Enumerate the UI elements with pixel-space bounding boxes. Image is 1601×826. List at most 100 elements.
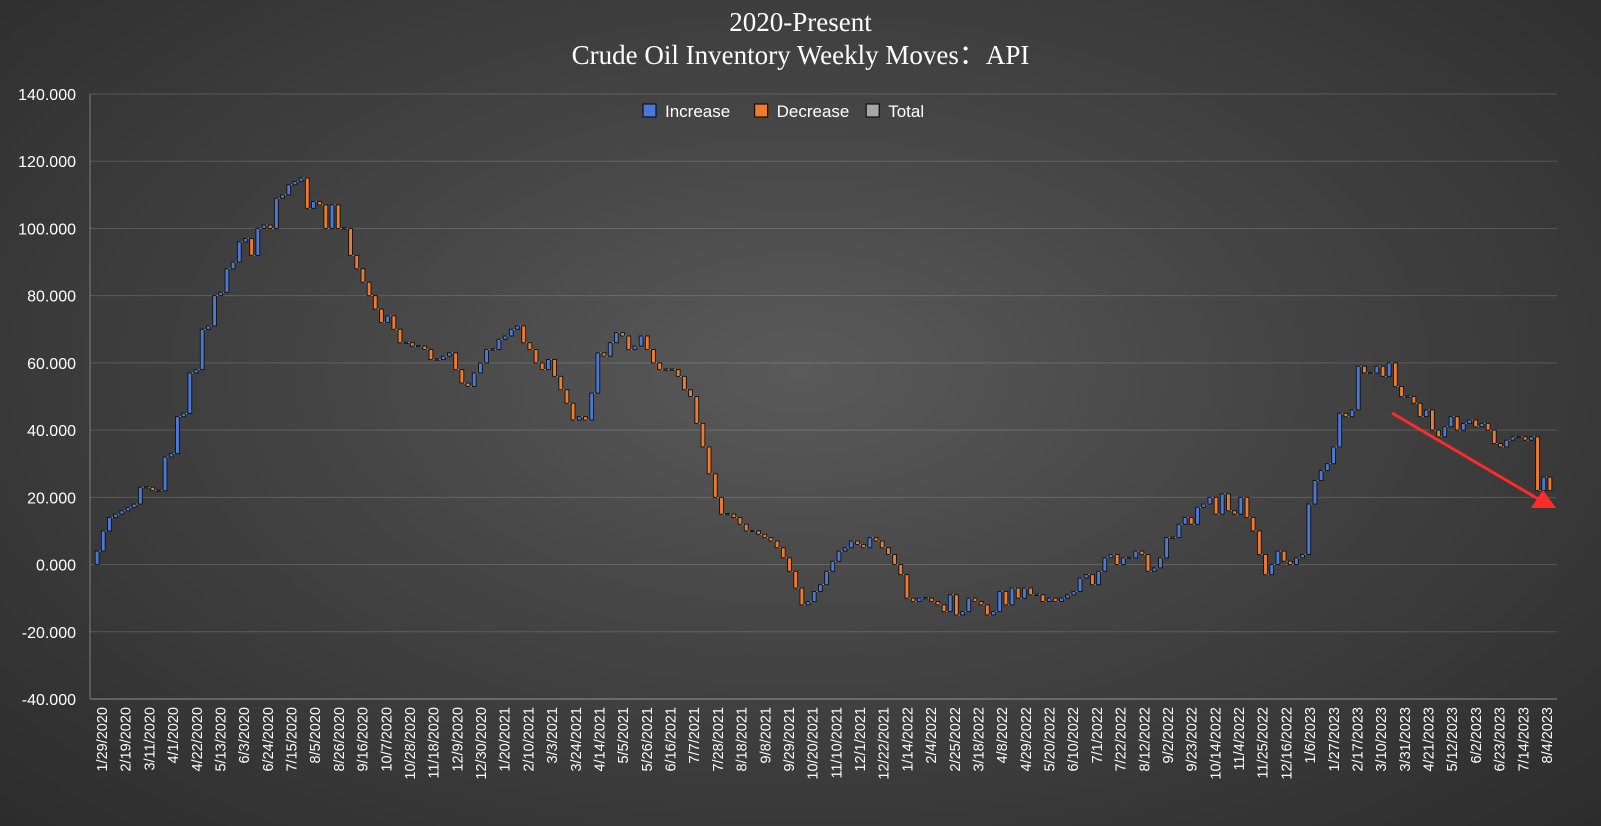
decrease-bar [1226, 493, 1231, 512]
increase-bar [1331, 446, 1336, 465]
decrease-bar [1485, 422, 1491, 431]
increase-bar [750, 529, 755, 532]
increase-bar [1312, 480, 1318, 505]
decrease-bar [521, 325, 527, 344]
increase-bar [960, 611, 965, 616]
increase-bar [286, 184, 292, 196]
decrease-bar [304, 177, 310, 209]
increase-bar [1219, 493, 1225, 515]
increase-bar [329, 204, 335, 229]
increase-bar [916, 597, 922, 602]
decrease-bar [743, 523, 749, 532]
decrease-bar [453, 352, 459, 371]
decrease-bar [428, 348, 434, 360]
increase-bar [496, 338, 502, 350]
x-tick-label: 8/26/2020 [332, 707, 348, 772]
increase-bar [255, 227, 261, 256]
increase-bar [1541, 476, 1547, 492]
increase-bar [1046, 597, 1052, 602]
legend: Increase Decrease Total [642, 102, 924, 121]
x-tick-label: 4/1/2020 [166, 707, 182, 763]
increase-bar [1528, 436, 1534, 441]
increase-bar [1176, 523, 1182, 539]
decrease-bar [620, 332, 625, 337]
increase-bar [1423, 409, 1429, 418]
increase-bar [434, 358, 440, 361]
increase-bar [416, 345, 421, 348]
decrease-bar [898, 564, 904, 576]
y-tick-label: 140.000 [18, 87, 76, 104]
decrease-bar [354, 254, 360, 270]
x-tick-label: 5/20/2022 [1043, 707, 1059, 772]
decrease-bar [1417, 402, 1423, 418]
decrease-bar [929, 597, 935, 602]
y-tick-label: -40.000 [22, 692, 76, 709]
x-tick-label: 7/7/2021 [687, 707, 703, 763]
increase-bar [292, 180, 298, 186]
increase-bar [725, 513, 731, 516]
increase-bar [440, 355, 446, 360]
trend-arrow-annotation [1391, 411, 1556, 508]
decrease-bar [675, 369, 681, 377]
x-tick-label: 5/5/2021 [616, 707, 632, 763]
decrease-bar [780, 547, 786, 559]
increase-bar [385, 315, 391, 323]
increase-bar [125, 506, 131, 512]
increase-bar [131, 503, 137, 508]
decrease-bar [984, 604, 990, 616]
decrease-bar [1399, 385, 1404, 397]
increase-bar [546, 359, 551, 371]
decrease-bar [1473, 419, 1479, 428]
increase-bar [1374, 365, 1380, 374]
decrease-bar [1052, 597, 1058, 602]
x-tick-label: 1/27/2023 [1327, 707, 1343, 772]
increase-bar [1349, 409, 1355, 418]
decrease-bar [694, 396, 700, 424]
decrease-bar [372, 295, 378, 310]
increase-bar [342, 227, 347, 230]
decrease-bar [1040, 594, 1046, 602]
decrease-bar [1256, 530, 1262, 555]
increase-bar [311, 201, 316, 209]
legend-swatch [865, 103, 880, 118]
decrease-bar [360, 268, 366, 283]
decrease-bar [688, 389, 693, 397]
decrease-bar [558, 375, 564, 391]
increase-bar [589, 392, 595, 421]
increase-bar [447, 352, 452, 357]
increase-bar [1368, 371, 1373, 375]
y-tick-label: 60.000 [27, 356, 76, 373]
decrease-bar [1430, 409, 1435, 431]
legend-swatch [642, 103, 657, 118]
x-tick-label: 2/4/2022 [924, 707, 940, 763]
decrease-bar [657, 362, 663, 371]
x-tick-label: 4/21/2023 [1422, 707, 1438, 772]
decrease-bar [583, 416, 588, 421]
increase-bar [1510, 436, 1516, 441]
decrease-bar [762, 533, 768, 539]
x-tick-label: 2/17/2023 [1351, 707, 1367, 772]
x-tick-label: 3/11/2020 [142, 707, 158, 770]
decrease-bar [706, 446, 712, 475]
increase-bar [805, 601, 811, 606]
decrease-bar [267, 224, 273, 229]
increase-bar [1467, 419, 1472, 424]
increase-bar [1275, 550, 1281, 565]
decrease-bar [644, 335, 650, 350]
increase-bar [1238, 496, 1244, 515]
decrease-bar [756, 530, 761, 535]
increase-bar [830, 560, 836, 572]
decrease-bar [1547, 476, 1553, 492]
increase-bar [947, 594, 953, 613]
increase-bar [162, 456, 168, 492]
x-tick-label: 9/29/2021 [782, 707, 798, 772]
increase-bar [261, 224, 267, 229]
increase-bar [824, 570, 829, 586]
decrease-bar [719, 496, 724, 515]
increase-bar [966, 597, 972, 613]
gridlines [89, 93, 1557, 700]
x-tick-label: 8/4/2023 [1540, 707, 1556, 763]
x-tick-label: 2/19/2020 [119, 707, 135, 772]
increase-bar [1324, 463, 1330, 471]
